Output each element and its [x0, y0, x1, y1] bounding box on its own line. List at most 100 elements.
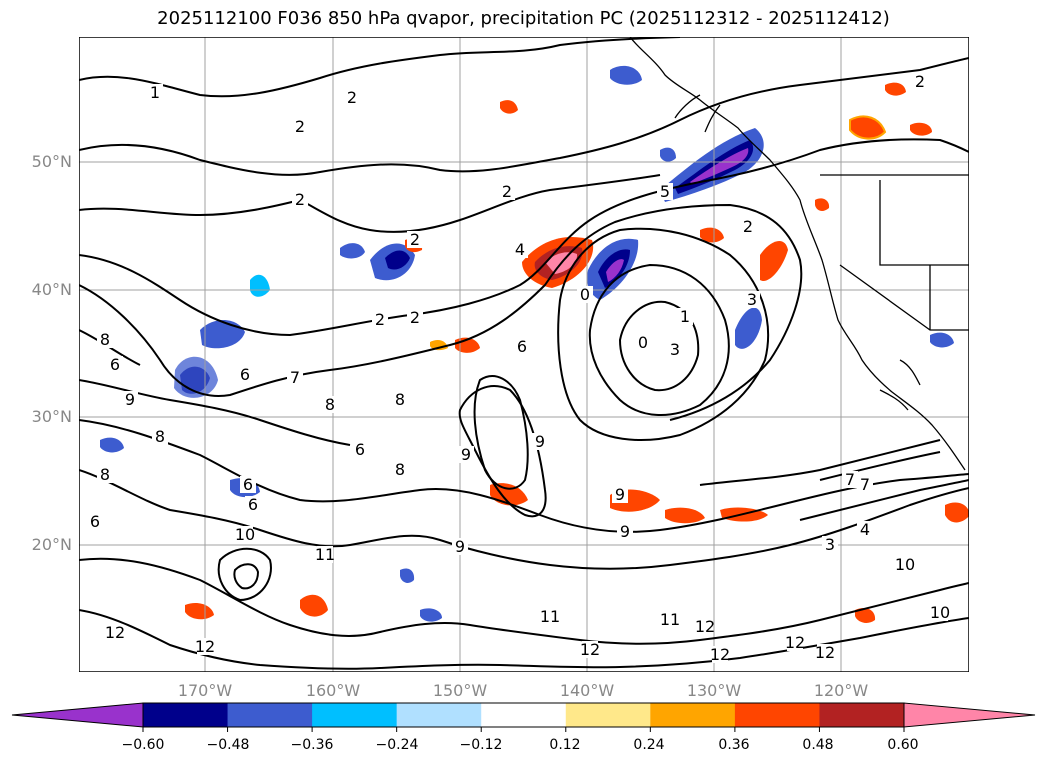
- contour-label-bg: [512, 241, 528, 258]
- contour-label: 2: [410, 230, 420, 249]
- contour-label-bg: [697, 618, 713, 635]
- lon-label-160w: 160°W: [305, 681, 361, 700]
- contour-label-bg: [245, 496, 261, 513]
- colorbar-bin: [903, 702, 1036, 728]
- qvapor-contours: [79, 37, 969, 670]
- contour-label: 6: [90, 512, 100, 531]
- contour-label-bg: [87, 513, 103, 530]
- contour-label-bg: [499, 183, 515, 200]
- contour-label-bg: [292, 191, 308, 208]
- contour-label-bg: [857, 476, 873, 493]
- colorbar-tick-label: −0.12: [459, 737, 503, 753]
- lat-label-20n: 20°N: [31, 535, 72, 554]
- contour-label-bg: [147, 84, 163, 101]
- contour-label: 11: [315, 545, 335, 564]
- contour-label: 9: [620, 522, 630, 541]
- colorbar-bin: [819, 703, 905, 727]
- contour-label-bg: [287, 369, 303, 386]
- precip-shading: [100, 65, 969, 623]
- contour-label: 11: [660, 610, 680, 629]
- contour-label: 9: [461, 445, 471, 464]
- page-title: 2025112100 F036 850 hPa qvapor, precipit…: [157, 8, 890, 29]
- contour-label-bg: [677, 308, 693, 325]
- colorbar-tick-label: 0.36: [718, 737, 750, 753]
- contour-label: 3: [747, 290, 757, 309]
- contour-label: 2: [915, 72, 925, 91]
- contour-label-bg: [122, 391, 138, 408]
- contour-label: 8: [155, 427, 165, 446]
- contour-label: 6: [110, 355, 120, 374]
- contour-label-bg: [932, 604, 948, 621]
- contour-label: 2: [410, 308, 420, 327]
- contour-label: 2: [743, 217, 753, 236]
- colorbar-tick-label: −0.48: [206, 737, 250, 753]
- contour-label: 12: [695, 617, 715, 636]
- lon-label-120w: 120°W: [813, 681, 869, 700]
- contour-label: 12: [195, 637, 215, 656]
- contour-label-bg: [292, 118, 308, 135]
- contour-label: 11: [540, 607, 560, 626]
- contour-label: 4: [515, 240, 525, 259]
- contour-label-bg: [617, 523, 633, 540]
- contour-label-bg: [712, 646, 728, 663]
- contour-label-bg: [452, 538, 468, 555]
- contour-label-bg: [240, 476, 256, 493]
- contour-label: 12: [785, 633, 805, 652]
- contour-label-bg: [372, 311, 388, 328]
- lat-label-40n: 40°N: [31, 280, 72, 299]
- contour-label: 2: [375, 310, 385, 329]
- contour-label-bg: [392, 391, 408, 408]
- contour-label-bg: [787, 634, 803, 651]
- contour-label: 8: [325, 395, 335, 414]
- lon-label-150w: 150°W: [432, 681, 488, 700]
- contour-label: 9: [125, 390, 135, 409]
- contour-label: 12: [710, 645, 730, 664]
- contour-label: 1: [680, 307, 690, 326]
- contour-label-bg: [657, 183, 673, 200]
- contour-label-bg: [344, 89, 360, 106]
- contour-label-bg: [97, 466, 113, 483]
- contour-label: 8: [395, 390, 405, 409]
- contour-label: 6: [517, 337, 527, 356]
- colorbar-tick-label: 0.12: [549, 737, 581, 753]
- contour-label: 9: [535, 432, 545, 451]
- contour-label: 0: [580, 285, 590, 304]
- contour-label-bg: [322, 396, 338, 413]
- contour-label-bg: [822, 536, 838, 553]
- contour-label-bg: [407, 309, 423, 326]
- contour-label-bg: [317, 546, 333, 563]
- contour-label: 8: [100, 330, 110, 349]
- colorbar-bin: [396, 703, 482, 727]
- contour-label-bg: [514, 338, 530, 355]
- lon-label-140w: 140°W: [559, 681, 615, 700]
- contour-label: 4: [860, 520, 870, 539]
- contour-label: 12: [580, 640, 600, 659]
- lat-label-50n: 50°N: [31, 152, 72, 171]
- coastlines: [629, 37, 969, 471]
- contour-label-bg: [582, 641, 598, 658]
- contour-label-bg: [458, 446, 474, 463]
- contour-label: 2: [502, 182, 512, 201]
- contour-label-bg: [107, 624, 123, 641]
- contour-label-bg: [662, 611, 678, 628]
- contour-label-bg: [197, 638, 213, 655]
- colorbar-tick-label: −0.36: [290, 737, 334, 753]
- contour-label: 9: [615, 485, 625, 504]
- contour-label: 3: [825, 535, 835, 554]
- contour-label-bg: [152, 428, 168, 445]
- colorbar-tick-label: −0.60: [121, 737, 165, 753]
- contour-label: 2: [347, 88, 357, 107]
- contour-label: 7: [290, 368, 300, 387]
- contour-label: 6: [248, 495, 258, 514]
- contour-label: 12: [815, 643, 835, 662]
- contour-label: 2: [295, 190, 305, 209]
- contour-label-bg: [352, 441, 368, 458]
- contour-label-bg: [842, 471, 858, 488]
- contour-label-bg: [897, 556, 913, 573]
- colorbar: [11, 702, 1036, 732]
- contour-label-bg: [744, 291, 760, 308]
- colorbar-bin: [481, 703, 567, 727]
